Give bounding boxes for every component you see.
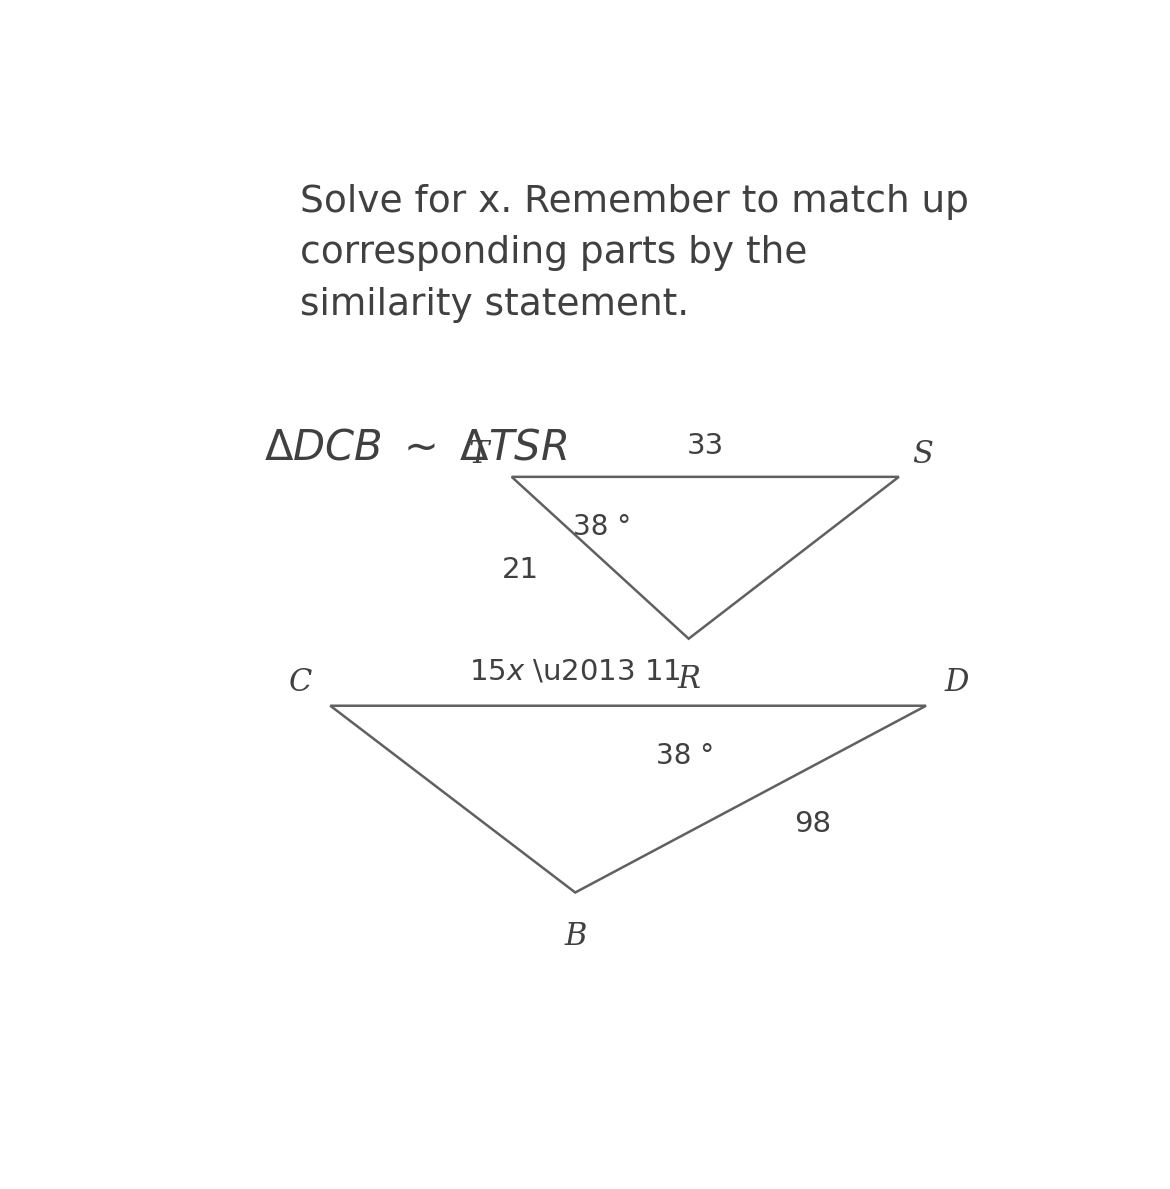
Text: 15$\it{x}$ \u2013 11: 15$\it{x}$ \u2013 11 — [469, 658, 681, 686]
Text: 33: 33 — [687, 432, 724, 460]
Text: T: T — [469, 439, 489, 470]
Text: 38 °: 38 ° — [656, 742, 714, 769]
Text: B: B — [564, 920, 586, 951]
Text: C: C — [289, 667, 312, 698]
Text: 98: 98 — [793, 810, 831, 838]
Text: Solve for x. Remember to match up
corresponding parts by the
similarity statemen: Solve for x. Remember to match up corres… — [301, 184, 969, 322]
Text: 38 °: 38 ° — [572, 512, 631, 541]
Text: S: S — [913, 439, 934, 470]
Text: $\it{\Delta DCB}$ $\sim$ $\it{\Delta TSR}$: $\it{\Delta DCB}$ $\sim$ $\it{\Delta TSR… — [264, 427, 567, 468]
Text: D: D — [944, 667, 969, 698]
Text: R: R — [677, 663, 700, 694]
Text: 21: 21 — [502, 556, 539, 584]
